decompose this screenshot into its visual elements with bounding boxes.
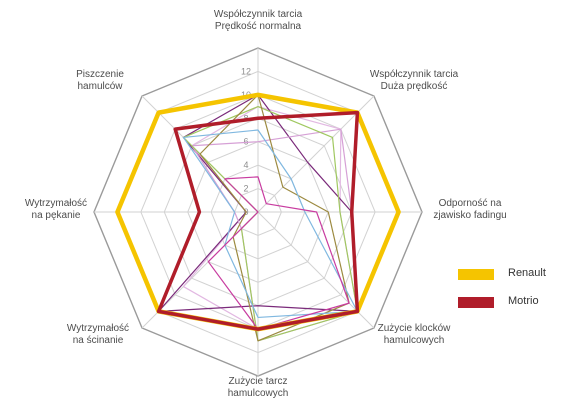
axis-label: Wytrzymałość na ścinanie — [67, 323, 129, 346]
axis-label-line: hamulcowych — [384, 335, 445, 346]
axis-label-line: na ścinanie — [73, 335, 124, 346]
axis-label-line: zjawisko fadingu — [433, 210, 506, 221]
legend-swatch-renault — [458, 269, 494, 280]
axis-label-line: Piszczenie — [76, 69, 124, 80]
axis-label-line: Odporność na — [439, 198, 502, 209]
axis-label-line: Wytrzymałość — [67, 323, 129, 334]
legend-label-motrio: Motrio — [508, 295, 539, 307]
axis-label-line: hamulcowych — [228, 388, 289, 399]
axis-label-line: Współczynnik tarcia — [370, 69, 459, 80]
legend-item-motrio: Motrio — [458, 295, 568, 310]
series-line — [158, 94, 358, 312]
tick-label: 4 — [243, 160, 248, 170]
legend-item-renault: Renault — [458, 267, 568, 282]
axis-label-line: Duża prędkość — [381, 81, 448, 92]
axis-label-line: na pękanie — [32, 210, 81, 221]
legend-label-renault: Renault — [508, 267, 546, 279]
axis-label: Zużycie tarcz hamulcowych — [228, 376, 289, 399]
tick-label: 2 — [243, 184, 248, 194]
tick-label: 12 — [241, 66, 251, 76]
axis-label: Odporność na zjawisko fadingu — [433, 198, 506, 221]
axis-label-line: Prędkość normalna — [215, 21, 302, 32]
axis-label-line: Zużycie tarcz — [229, 376, 288, 387]
axis-label: Współczynnik tarcia Duża prędkość — [370, 69, 459, 92]
axis-label: Piszczenie hamulców — [76, 69, 124, 92]
series-line — [191, 128, 358, 342]
grid-spoke — [257, 211, 375, 329]
grid-spoke — [257, 95, 375, 213]
series-line — [182, 129, 358, 319]
axis-label-line: Współczynnik tarcia — [214, 9, 303, 20]
axis-label-line: hamulców — [77, 81, 123, 92]
axis-label-line: Wytrzymałość — [25, 198, 87, 209]
tick-label: 6 — [243, 137, 248, 147]
legend-swatch-motrio — [458, 297, 494, 308]
axis-label-line: Zużycie klocków — [378, 323, 452, 334]
series-motrio — [156, 110, 360, 331]
axis-label: Zużycie klocków hamulcowych — [378, 323, 452, 346]
axis-label: Wytrzymałość na pękanie — [25, 198, 87, 221]
axis-label: Współczynnik tarcia Prędkość normalna — [214, 9, 303, 32]
